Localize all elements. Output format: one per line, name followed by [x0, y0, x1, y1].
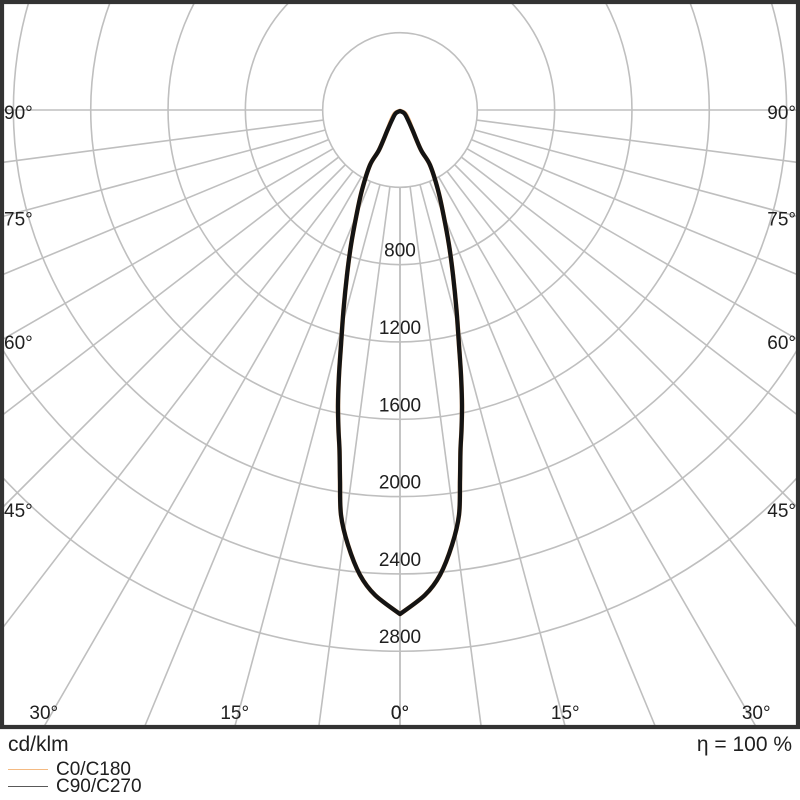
svg-text:30°: 30°: [742, 703, 771, 724]
svg-text:90°: 90°: [767, 103, 796, 124]
svg-text:90°: 90°: [4, 103, 33, 124]
svg-text:45°: 45°: [767, 501, 796, 522]
svg-text:45°: 45°: [4, 501, 33, 522]
svg-text:75°: 75°: [767, 210, 796, 231]
svg-text:30°: 30°: [29, 703, 58, 724]
svg-text:1600: 1600: [379, 395, 421, 416]
svg-text:0°: 0°: [391, 703, 409, 724]
svg-text:60°: 60°: [767, 333, 796, 354]
svg-text:2400: 2400: [379, 550, 421, 571]
svg-text:60°: 60°: [4, 333, 33, 354]
svg-text:1200: 1200: [379, 318, 421, 339]
svg-text:800: 800: [384, 241, 416, 262]
svg-text:75°: 75°: [4, 210, 33, 231]
svg-text:15°: 15°: [220, 703, 249, 724]
svg-text:2800: 2800: [379, 627, 421, 648]
svg-text:2000: 2000: [379, 473, 421, 494]
svg-text:15°: 15°: [551, 703, 580, 724]
